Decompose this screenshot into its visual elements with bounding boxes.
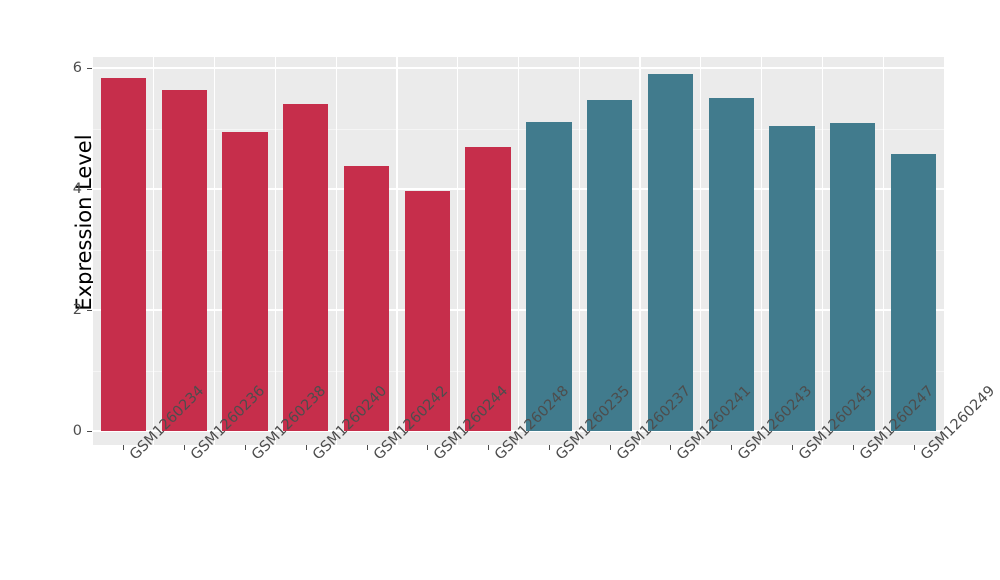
gridline-minor-vertical (213, 57, 216, 445)
bar[interactable] (161, 90, 207, 431)
x-axis-tick-label: GSM1260247 (857, 383, 937, 463)
x-axis-tick-label: GSM1260237 (614, 383, 694, 463)
x-axis-tick-mark (123, 445, 125, 450)
x-axis-tick-mark (670, 445, 672, 450)
y-axis-tick-mark (87, 68, 92, 69)
bar[interactable] (404, 190, 450, 431)
y-axis-tick-label: 6 (72, 60, 82, 76)
x-axis-tick-labels: GSM1260234GSM1260236GSM1260238GSM1260240… (93, 383, 998, 580)
x-axis-tick-marks (93, 445, 944, 451)
bar[interactable] (222, 132, 268, 431)
x-axis-tick-mark (792, 445, 794, 450)
x-axis-tick-mark (609, 445, 611, 450)
x-axis-tick-label: GSM1260245 (796, 383, 876, 463)
y-axis-tick-label: 2 (72, 302, 82, 318)
y-axis-tick-label: 4 (72, 181, 82, 197)
x-axis-tick-mark (244, 445, 246, 450)
x-axis-tick-mark (731, 445, 733, 450)
plot-panel (93, 57, 944, 445)
gridline-minor-vertical (153, 57, 155, 445)
x-axis-tick-label: GSM1260234 (127, 383, 207, 463)
gridline-minor-vertical (396, 57, 398, 445)
x-axis-tick-mark (366, 445, 368, 450)
x-axis-tick-label: GSM1260243 (735, 383, 815, 463)
gridline-minor-vertical (517, 57, 520, 445)
x-axis-tick-label: GSM1260241 (674, 383, 754, 463)
bar[interactable] (890, 153, 937, 431)
x-axis-tick-mark (548, 445, 550, 450)
gridline-minor-vertical (821, 57, 824, 445)
x-axis-tick-mark (427, 445, 429, 450)
bar[interactable] (283, 104, 329, 431)
y-axis-tick-mark (87, 189, 92, 190)
x-axis-tick-mark (184, 445, 186, 450)
gridline-minor-vertical (639, 57, 641, 445)
bars-layer (93, 57, 944, 445)
y-axis-tick-labels: 0 2 4 6 (58, 0, 82, 580)
x-axis-tick-label: GSM1260238 (249, 383, 329, 463)
gridline-minor-vertical (761, 57, 763, 445)
gridline-minor-vertical (578, 57, 580, 445)
x-axis-tick-label: GSM1260249 (917, 383, 998, 464)
bar[interactable] (587, 100, 633, 431)
x-axis-tick-mark (852, 445, 854, 450)
x-axis-tick-label: GSM1260235 (553, 383, 633, 463)
y-axis-tick-marks (87, 0, 93, 580)
x-axis-tick-mark (488, 445, 490, 450)
x-axis-tick-label: GSM1260248 (492, 383, 572, 463)
bar[interactable] (647, 74, 694, 431)
bar[interactable] (343, 166, 390, 431)
y-axis-tick-mark (87, 431, 92, 432)
gridline-minor-vertical (700, 57, 702, 445)
gridline-minor-vertical (457, 57, 459, 445)
x-axis-tick-mark (913, 445, 915, 450)
y-axis-tick-mark (87, 310, 92, 311)
x-axis-tick-label: GSM1260240 (310, 383, 390, 463)
x-axis-tick-mark (305, 445, 307, 450)
y-axis-tick-label: 0 (72, 423, 82, 439)
x-axis-tick-label: GSM1260242 (371, 383, 451, 463)
x-axis-tick-label: GSM1260236 (188, 383, 268, 463)
gridline-minor-vertical (882, 57, 884, 445)
gridline-minor-vertical (335, 57, 337, 445)
bar[interactable] (465, 147, 511, 431)
gridline-minor-vertical (274, 57, 276, 445)
bar[interactable] (830, 123, 876, 431)
bar[interactable] (769, 126, 815, 431)
bar[interactable] (708, 98, 754, 431)
x-axis-tick-label: GSM1260244 (431, 383, 511, 463)
bar[interactable] (100, 78, 147, 431)
bar[interactable] (526, 121, 572, 431)
